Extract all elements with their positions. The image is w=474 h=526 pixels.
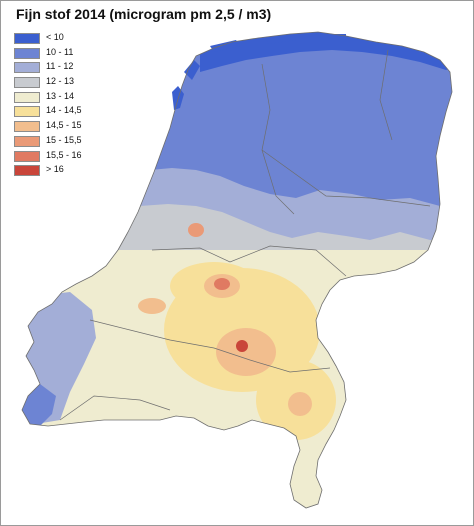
legend-swatch <box>14 77 40 89</box>
legend-swatch <box>14 47 40 59</box>
legend-label: 13 - 14 <box>46 90 75 101</box>
legend-swatch <box>14 150 40 162</box>
legend-swatch <box>14 62 40 74</box>
delta-10-11-region <box>22 384 56 432</box>
legend-swatch <box>14 33 40 44</box>
legend-label: 14 - 14,5 <box>46 105 82 116</box>
island-ameland <box>266 34 296 44</box>
legend-label: 14,5 - 15 <box>46 120 82 131</box>
island-schiermonnikoog <box>318 34 346 40</box>
province-borders <box>59 49 431 421</box>
legend-swatch <box>14 135 40 147</box>
island-terschelling <box>210 40 240 52</box>
class-15-15-5-region <box>188 223 204 237</box>
island-vlieland <box>184 60 200 80</box>
legend-label: 15 - 15,5 <box>46 134 82 145</box>
legend-label: 11 - 12 <box>46 61 74 72</box>
legend-swatch <box>14 165 40 177</box>
legend-label: < 10 <box>46 32 64 42</box>
map-title: Fijn stof 2014 (microgram pm 2,5 / m3) <box>16 6 272 22</box>
legend-label: 12 - 13 <box>46 76 75 87</box>
legend-swatch <box>14 91 40 103</box>
legend-label: 15,5 - 16 <box>46 149 82 160</box>
legend-swatch <box>14 106 40 118</box>
class-15-5-16-region <box>214 278 230 290</box>
legend-label: > 16 <box>46 164 64 175</box>
legend-label: 10 - 11 <box>46 46 74 57</box>
legend-swatch <box>14 121 40 133</box>
class-gt16-region <box>236 340 248 352</box>
